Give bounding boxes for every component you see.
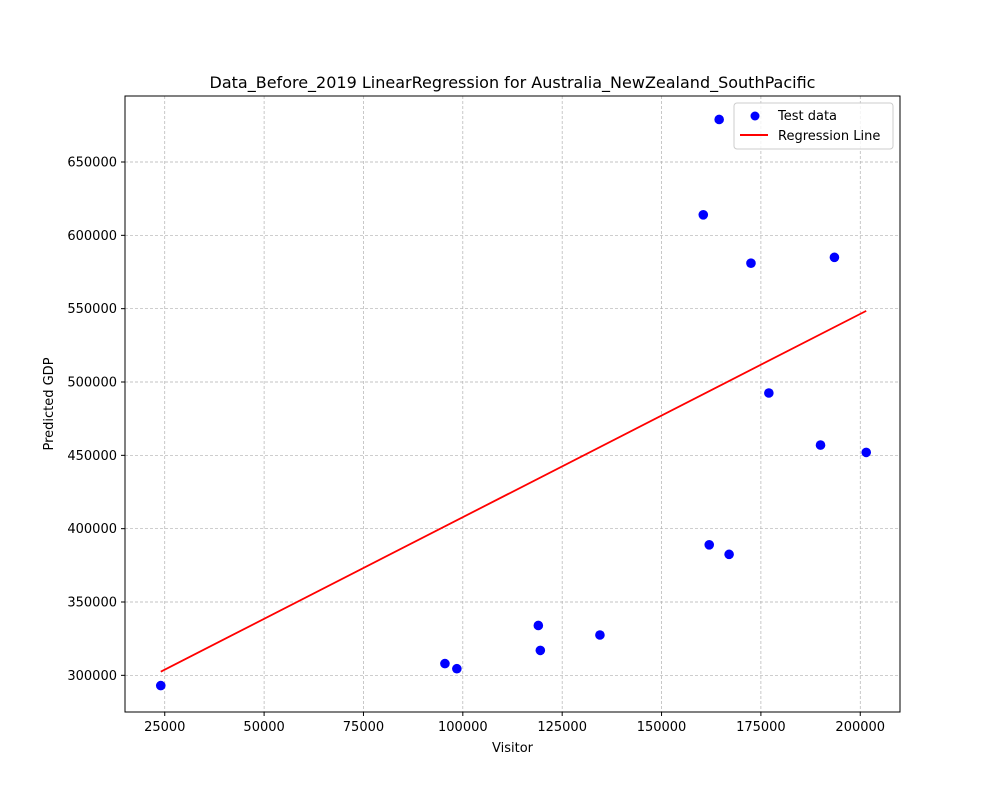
x-tick-label: 75000 xyxy=(343,720,384,735)
legend-box xyxy=(733,102,894,150)
y-tick-label: 300000 xyxy=(67,669,117,684)
test-data-point xyxy=(746,258,756,269)
regression-line-layer xyxy=(160,310,867,673)
legend: Test data Regression Line xyxy=(733,102,894,150)
y-axis-label: Predicted GDP xyxy=(42,357,57,450)
test-data-point xyxy=(764,388,774,398)
y-tick-label: 400000 xyxy=(67,522,117,537)
grid xyxy=(125,96,900,712)
test-data-point xyxy=(714,114,724,125)
test-data-point xyxy=(704,540,715,550)
x-tick-label: 25000 xyxy=(144,720,185,735)
x-axis-label: Visitor xyxy=(492,741,534,756)
plot-frame xyxy=(124,95,901,713)
legend-label-regression-line: Regression Line xyxy=(778,129,880,144)
test-data-point xyxy=(595,630,605,640)
test-data-point xyxy=(815,440,826,450)
x-tick-label: 50000 xyxy=(243,720,284,735)
test-data-point xyxy=(440,658,450,669)
x-tick-label: 150000 xyxy=(637,720,687,735)
scatter-points-layer xyxy=(155,114,872,691)
test-data-point xyxy=(155,680,166,691)
legend-label-test-data: Test data xyxy=(777,109,837,124)
axis-ticks: 25000 50000 75000 100000 125000 150000 175000 2… xyxy=(67,156,885,736)
test-data-point xyxy=(724,549,734,560)
y-tick-label: 650000 xyxy=(67,156,117,171)
y-tick-label: 550000 xyxy=(67,302,117,317)
test-data-point xyxy=(535,645,546,656)
x-tick-label: 125000 xyxy=(537,720,587,735)
x-tick-label: 175000 xyxy=(736,720,786,735)
test-data-point xyxy=(698,210,709,220)
y-tick-label: 500000 xyxy=(67,376,117,391)
test-data-point xyxy=(829,252,840,263)
regression-line xyxy=(160,310,867,673)
y-tick-label: 350000 xyxy=(67,596,117,611)
x-tick-label: 100000 xyxy=(438,720,488,735)
chart-title: Data_Before_2019 LinearRegression for Au… xyxy=(210,73,816,93)
test-data-point xyxy=(861,447,872,458)
test-data-point xyxy=(533,620,544,631)
x-tick-label: 200000 xyxy=(835,720,885,735)
y-tick-label: 600000 xyxy=(67,229,117,244)
y-tick-label: 450000 xyxy=(67,449,117,464)
test-data-point xyxy=(452,663,462,674)
legend-marker-test-data xyxy=(750,111,760,121)
